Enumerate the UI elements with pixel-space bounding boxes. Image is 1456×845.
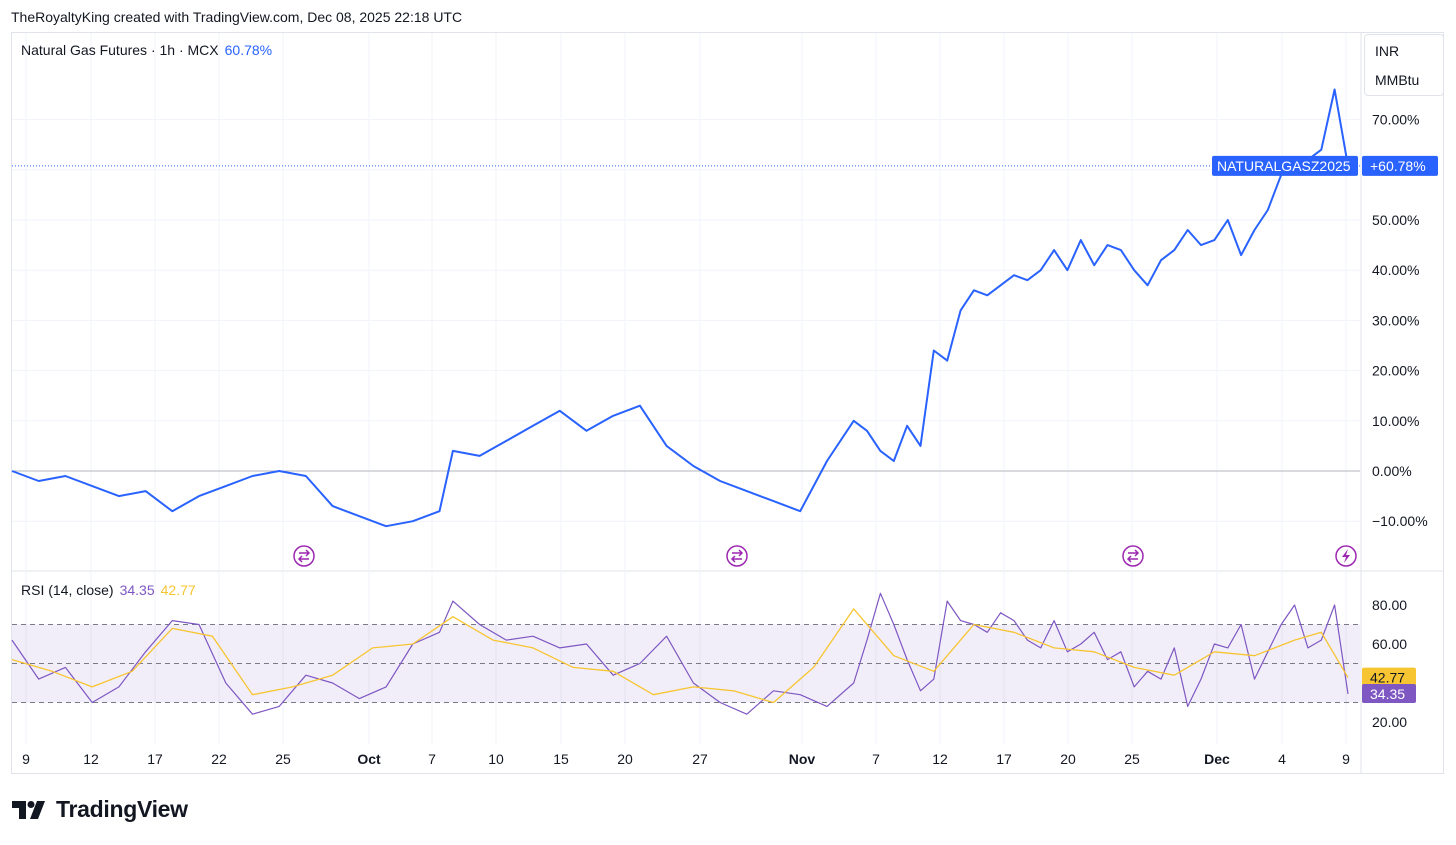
time-axis-label: 20 <box>1060 751 1076 767</box>
time-axis-label: 15 <box>553 751 569 767</box>
time-axis-label: 9 <box>1342 751 1350 767</box>
time-axis-label: 20 <box>617 751 633 767</box>
chart-creator-caption: TheRoyaltyKing created with TradingView.… <box>11 9 463 25</box>
rsi-value-badge-text: 34.35 <box>1370 686 1405 702</box>
time-axis-label: 10 <box>488 751 504 767</box>
symbol-legend[interactable]: Natural Gas Futures · 1h · MCX 60.78% <box>21 42 272 58</box>
lightning-icon[interactable] <box>1335 545 1357 567</box>
time-axis-label: 22 <box>211 751 227 767</box>
time-axis-label: 17 <box>996 751 1012 767</box>
rsi-band-background <box>12 624 1360 703</box>
rsi-title: RSI (14, close) <box>21 582 114 598</box>
lightning-bolt <box>1342 549 1350 563</box>
unit-label[interactable]: MMBtu <box>1375 72 1420 88</box>
tradingview-wordmark: TradingView <box>56 796 188 822</box>
price-axis-label: −10.00% <box>1372 513 1428 529</box>
rollover-icon-circle <box>726 545 748 567</box>
rollover-icon-circle <box>1122 545 1144 567</box>
time-axis-label: 7 <box>428 751 436 767</box>
rsi-axis-label: 60.00 <box>1372 636 1407 652</box>
tradingview-logo[interactable]: TradingView <box>12 796 188 823</box>
rollover-icon[interactable] <box>1122 545 1144 567</box>
last-price-badge <box>1362 155 1438 176</box>
rsi-axis-label: 20.00 <box>1372 714 1407 730</box>
rsi-axis-label: 80.00 <box>1372 597 1407 613</box>
time-axis-label: 17 <box>147 751 163 767</box>
time-axis-label: 9 <box>22 751 30 767</box>
symbol-change: 60.78% <box>224 42 273 58</box>
time-axis-label: 12 <box>932 751 948 767</box>
time-axis-label: 4 <box>1278 751 1286 767</box>
last-price-badge-text: +60.78% <box>1370 158 1426 174</box>
time-axis-label: Oct <box>357 751 381 767</box>
time-axis-label: 12 <box>83 751 99 767</box>
price-series-line[interactable] <box>11 88 1349 528</box>
rsi-ma-badge <box>1362 667 1416 687</box>
price-axis-label: 50.00% <box>1372 212 1419 228</box>
symbol-title: Natural Gas Futures · 1h · MCX <box>21 42 219 58</box>
time-axis-label: Nov <box>789 751 816 767</box>
chart-frame <box>11 32 1444 774</box>
rsi-legend[interactable]: RSI (14, close) 34.35 42.77 <box>21 582 196 598</box>
tradingview-logo-icon <box>12 800 45 819</box>
unit-selector[interactable]: INR MMBtu <box>1364 34 1444 96</box>
time-axis-label: Dec <box>1204 751 1230 767</box>
price-axis-label: 40.00% <box>1372 262 1419 278</box>
rsi-value-badge <box>1362 684 1416 704</box>
time-axis-label: 25 <box>275 751 291 767</box>
rsi-ma-value: 42.77 <box>160 582 196 598</box>
rollover-icon[interactable] <box>726 545 748 567</box>
time-axis-label: 7 <box>872 751 880 767</box>
price-axis-label: 70.00% <box>1372 112 1419 128</box>
symbol-badge <box>1212 155 1358 176</box>
symbol-badge-text: NATURALGASZ2025 <box>1217 158 1351 174</box>
price-axis-label: 0.00% <box>1372 463 1412 479</box>
rollover-icon[interactable] <box>293 545 315 567</box>
time-axis-label: 27 <box>692 751 708 767</box>
rsi-value: 34.35 <box>119 582 155 598</box>
price-axis-label: 10.00% <box>1372 413 1419 429</box>
time-axis-label: 25 <box>1124 751 1140 767</box>
price-axis-label: 30.00% <box>1372 312 1419 328</box>
price-axis-label: 20.00% <box>1372 363 1419 379</box>
rsi-ma-badge-text: 42.77 <box>1370 670 1405 686</box>
currency-label[interactable]: INR <box>1375 43 1400 59</box>
rollover-icon-circle <box>293 545 315 567</box>
rollover-arrows <box>297 549 311 563</box>
rollover-arrows <box>1126 549 1140 563</box>
rollover-arrows <box>730 549 744 563</box>
rsi-ma-line[interactable] <box>11 608 1349 704</box>
